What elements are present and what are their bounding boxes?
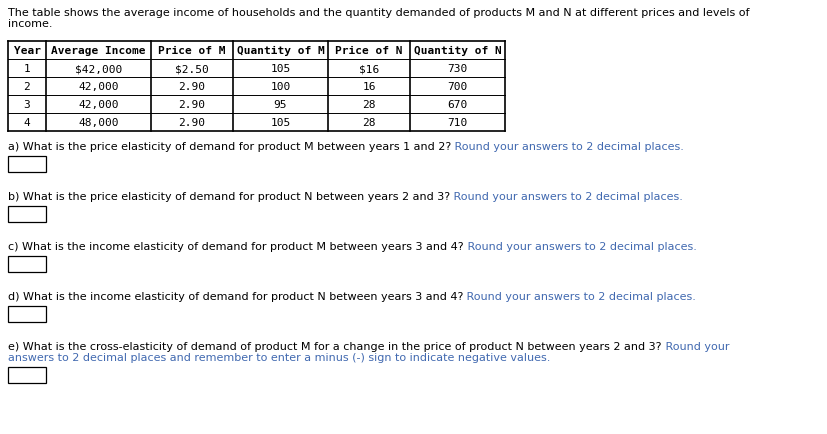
Text: 2: 2 [24,82,31,92]
Text: d) What is the income elasticity of demand for product N between years 3 and 4?: d) What is the income elasticity of dema… [8,291,463,301]
Text: Round your answers to 2 decimal places.: Round your answers to 2 decimal places. [452,141,684,151]
Text: 3: 3 [24,100,31,110]
Text: Price of M: Price of M [158,46,226,56]
Text: 2.90: 2.90 [179,118,205,128]
Text: Average Income: Average Income [51,46,146,56]
Text: 42,000: 42,000 [79,100,119,110]
Text: $42,000: $42,000 [75,64,122,74]
Bar [8,157,46,173]
Text: a) What is the price elasticity of demand for product M between years 1 and 2?: a) What is the price elasticity of deman… [8,141,452,151]
Text: $16: $16 [359,64,379,74]
Text: e) What is the cross-elasticity of demand of product M for a change in the price: e) What is the cross-elasticity of deman… [8,341,662,351]
Bar [8,367,46,383]
Text: Quantity of N: Quantity of N [414,46,501,56]
Text: 105: 105 [270,64,290,74]
Bar [8,207,46,223]
Text: Round your answers to 2 decimal places.: Round your answers to 2 decimal places. [450,191,683,201]
Text: answers to 2 decimal places and remember to enter a minus (-) sign to indicate n: answers to 2 decimal places and remember… [8,352,551,362]
Text: 700: 700 [447,82,467,92]
Text: Round your answers to 2 decimal places.: Round your answers to 2 decimal places. [464,241,696,251]
Text: Year: Year [13,46,41,56]
Text: 105: 105 [270,118,290,128]
Text: Round your answers to 2 decimal places.: Round your answers to 2 decimal places. [463,291,696,301]
Text: 28: 28 [362,100,375,110]
Text: 95: 95 [274,100,287,110]
Text: 2.90: 2.90 [179,82,205,92]
Text: 1: 1 [24,64,31,74]
Text: 2.90: 2.90 [179,100,205,110]
Text: 710: 710 [447,118,467,128]
Text: Round your: Round your [662,341,729,351]
Text: 16: 16 [362,82,375,92]
Text: 4: 4 [24,118,31,128]
Text: 730: 730 [447,64,467,74]
Text: 42,000: 42,000 [79,82,119,92]
Text: 100: 100 [270,82,290,92]
Text: c) What is the income elasticity of demand for product M between years 3 and 4?: c) What is the income elasticity of dema… [8,241,464,251]
Text: b) What is the price elasticity of demand for product N between years 2 and 3?: b) What is the price elasticity of deman… [8,191,450,201]
Text: $2.50: $2.50 [175,64,209,74]
Text: income.: income. [8,19,52,29]
Text: Quantity of M: Quantity of M [237,46,324,56]
Text: 48,000: 48,000 [79,118,119,128]
Text: 670: 670 [447,100,467,110]
Text: The table shows the average income of households and the quantity demanded of pr: The table shows the average income of ho… [8,8,749,18]
Bar [8,306,46,322]
Bar [8,256,46,273]
Text: 28: 28 [362,118,375,128]
Text: Price of N: Price of N [335,46,403,56]
